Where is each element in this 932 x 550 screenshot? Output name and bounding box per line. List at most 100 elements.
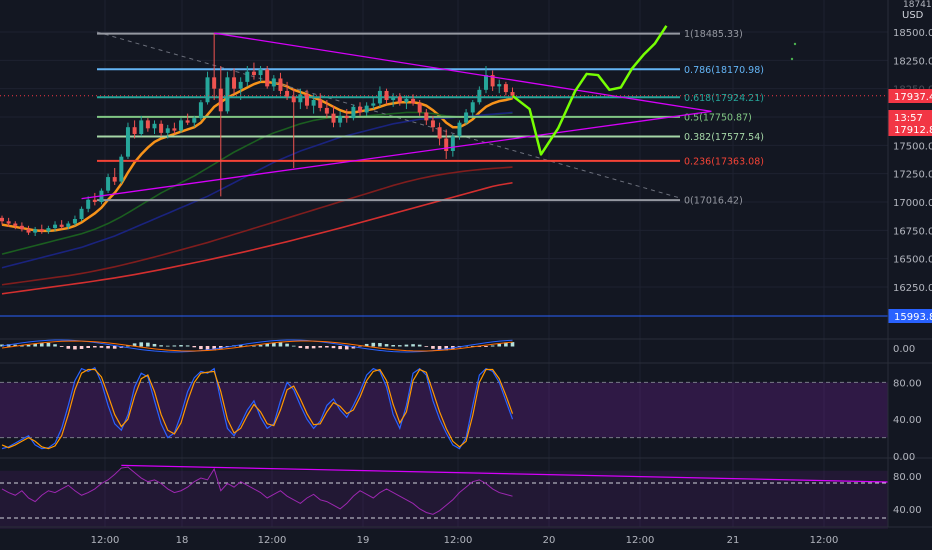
candle-body — [198, 102, 203, 119]
candle-body — [225, 77, 230, 112]
macd-histogram-bar — [26, 344, 31, 347]
price-badge — [888, 89, 932, 103]
moving-average-red — [1, 181, 513, 295]
candle-body — [33, 229, 38, 233]
time-tick-label: 18 — [176, 535, 189, 546]
price-tick-label: 16250.00 — [893, 283, 932, 294]
macd-histogram-bar — [79, 346, 84, 349]
macd-histogram-bar — [470, 345, 475, 347]
macd-histogram-bar — [192, 346, 197, 348]
candle-body — [145, 120, 150, 129]
price-badge — [888, 309, 932, 323]
macd-histogram-bar — [344, 346, 349, 350]
macd-histogram-bar — [318, 346, 323, 348]
macd-histogram-bar — [185, 345, 190, 347]
candle-body — [92, 199, 97, 202]
moving-average-dark-green — [1, 111, 513, 255]
macd-histogram-bar — [371, 342, 376, 347]
macd-histogram-bar — [437, 346, 442, 351]
macd-signal-line — [1, 340, 513, 352]
dashed-trend-line — [96, 31, 681, 199]
price-badge — [888, 122, 932, 136]
time-axis[interactable]: 12:00 18 12:00 19 12:00 20 12:00 21 12:00 — [0, 526, 932, 546]
candle-body — [6, 221, 11, 224]
stochastic-pane: 80.00 40.00 0.00 — [0, 366, 922, 463]
fib-level-label: 0(17016.42) — [684, 196, 743, 207]
macd-histogram-bar — [59, 346, 64, 347]
macd-histogram-bar — [411, 344, 415, 347]
rsi-tick-label: 40.00 — [893, 505, 922, 516]
candle-body — [384, 90, 389, 100]
candle-body — [66, 223, 71, 227]
macd-tick-label: 0.00 — [893, 344, 915, 355]
macd-histogram-bar — [66, 346, 71, 349]
macd-histogram-bar — [106, 346, 110, 349]
candle-body — [457, 122, 462, 137]
macd-histogram-bar — [252, 345, 256, 347]
macd-histogram-bar — [504, 342, 508, 347]
moving-average-orange — [1, 80, 513, 233]
macd-histogram-bar — [73, 346, 77, 350]
candle-body — [165, 128, 170, 133]
macd-histogram-bar — [444, 346, 449, 351]
candle-body — [417, 103, 422, 113]
macd-histogram-bar — [172, 345, 177, 347]
macd-histogram-bar — [391, 344, 395, 347]
macd-histogram-bar — [325, 346, 329, 348]
price-badge-label: 17912.81 — [894, 125, 932, 136]
marker-dot — [793, 42, 797, 46]
candle-body — [371, 103, 376, 106]
candle-body — [444, 138, 449, 151]
macd-histogram-bar — [126, 345, 130, 347]
candle-body — [139, 120, 144, 134]
time-tick-label: 20 — [543, 535, 556, 546]
macd-histogram-bar — [199, 346, 203, 350]
candle-body — [106, 177, 111, 191]
candle-body — [391, 96, 396, 100]
macd-histogram-bar — [46, 342, 51, 347]
candle-body — [377, 90, 382, 104]
macd-histogram-bar — [238, 345, 243, 347]
price-axis[interactable]: 18500.00 18250.00 17500.00 17250.00 17000.00… — [887, 0, 932, 527]
macd-histogram-bar — [285, 343, 289, 347]
time-tick-label: 12:00 — [626, 535, 655, 546]
candle-body — [19, 225, 24, 230]
candle-body — [497, 84, 502, 87]
candle-body — [238, 81, 243, 89]
macd-histogram-bar — [146, 342, 150, 347]
time-tick-label: 12:00 — [810, 535, 839, 546]
macd-histogram-bar — [291, 345, 296, 347]
candle-body — [331, 113, 336, 123]
candle-body — [265, 69, 270, 87]
candle-body — [324, 107, 329, 114]
time-tick-label: 19 — [357, 535, 370, 546]
candle-body — [298, 94, 303, 103]
candle-body — [464, 112, 469, 123]
candle-body — [358, 106, 363, 113]
rsi-tick-label: 80.00 — [893, 472, 922, 483]
price-tick-label: 17250.00 — [893, 170, 932, 181]
stochastic-tick-label: 80.00 — [893, 378, 922, 389]
candle-body — [46, 228, 51, 232]
macd-histogram-bar — [132, 343, 137, 347]
candle-body — [245, 71, 250, 82]
macd-histogram-bar — [39, 342, 44, 347]
rsi-trend-line — [121, 464, 889, 483]
marker-dot — [790, 57, 794, 61]
macd-histogram-bar — [212, 346, 216, 351]
candle-body — [205, 77, 210, 103]
candle-body — [185, 120, 190, 123]
macd-histogram-bar — [53, 344, 57, 347]
candle-body — [344, 115, 349, 119]
macd-histogram-bar — [351, 346, 356, 349]
candle-body — [0, 217, 4, 222]
candle-body — [450, 136, 455, 151]
candle-body — [26, 229, 31, 233]
candle-body — [232, 77, 237, 89]
time-tick-label: 12:00 — [444, 535, 473, 546]
fib-level-label: 0.382(17577.54) — [684, 132, 764, 143]
fib-level-label: 0.786(18170.98) — [684, 65, 764, 76]
macd-histogram-bar — [364, 343, 369, 347]
macd-histogram-bar — [398, 345, 402, 347]
candle-body — [424, 112, 429, 121]
